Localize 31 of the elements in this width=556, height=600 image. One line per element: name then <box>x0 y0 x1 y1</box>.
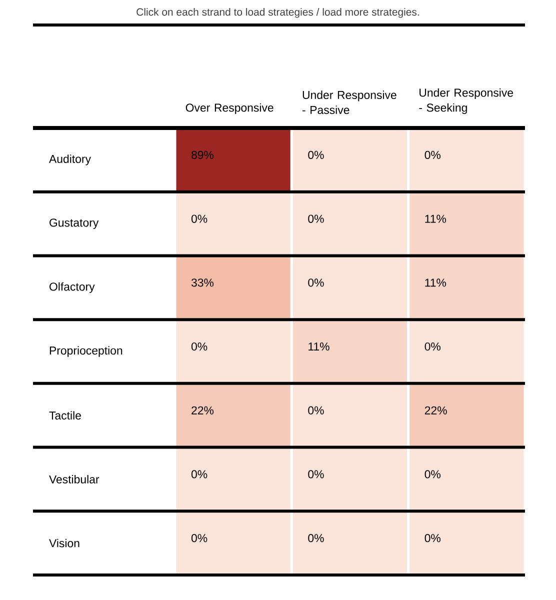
data-label: 11% <box>308 342 330 351</box>
y-tick-label: Olfactory <box>50 282 95 293</box>
x-tick-label: Over Responsive <box>186 103 274 114</box>
y-tick-label: Vestibular <box>49 475 100 484</box>
data-label: 0% <box>308 470 324 478</box>
data-label: 0% <box>191 342 208 351</box>
data-label: 11% <box>425 214 446 223</box>
x-tick-label: Under Responsive - Passive <box>302 90 396 114</box>
data-label: 33% <box>191 278 214 287</box>
data-label: 0% <box>308 406 324 414</box>
data-label: 0% <box>191 470 208 478</box>
data-label: 0% <box>424 342 440 351</box>
y-tick-label: Tactile <box>49 411 81 420</box>
data-label: 0% <box>191 214 208 223</box>
data-label: 0% <box>424 534 440 542</box>
data-label: 22% <box>424 406 447 414</box>
data-label: 0% <box>424 150 440 159</box>
x-tick-label: Under Responsive - Seeking <box>419 88 514 114</box>
y-tick-label: Proprioception <box>50 346 122 357</box>
data-label: 11% <box>425 278 446 287</box>
data-label: 0% <box>308 534 324 542</box>
data-label: 0% <box>191 534 208 542</box>
chart-subtitle: Click on each strand to load strategies / load more strategies. <box>136 8 419 18</box>
data-label: 0% <box>308 278 324 287</box>
y-tick-label: Gustatory <box>50 218 99 229</box>
data-label: 0% <box>308 214 324 223</box>
data-label: 22% <box>192 406 214 414</box>
y-tick-label: Vision <box>49 538 80 548</box>
data-label: 0% <box>424 470 440 478</box>
y-tick-label: Auditory <box>48 154 91 166</box>
data-label: 89% <box>192 150 214 159</box>
